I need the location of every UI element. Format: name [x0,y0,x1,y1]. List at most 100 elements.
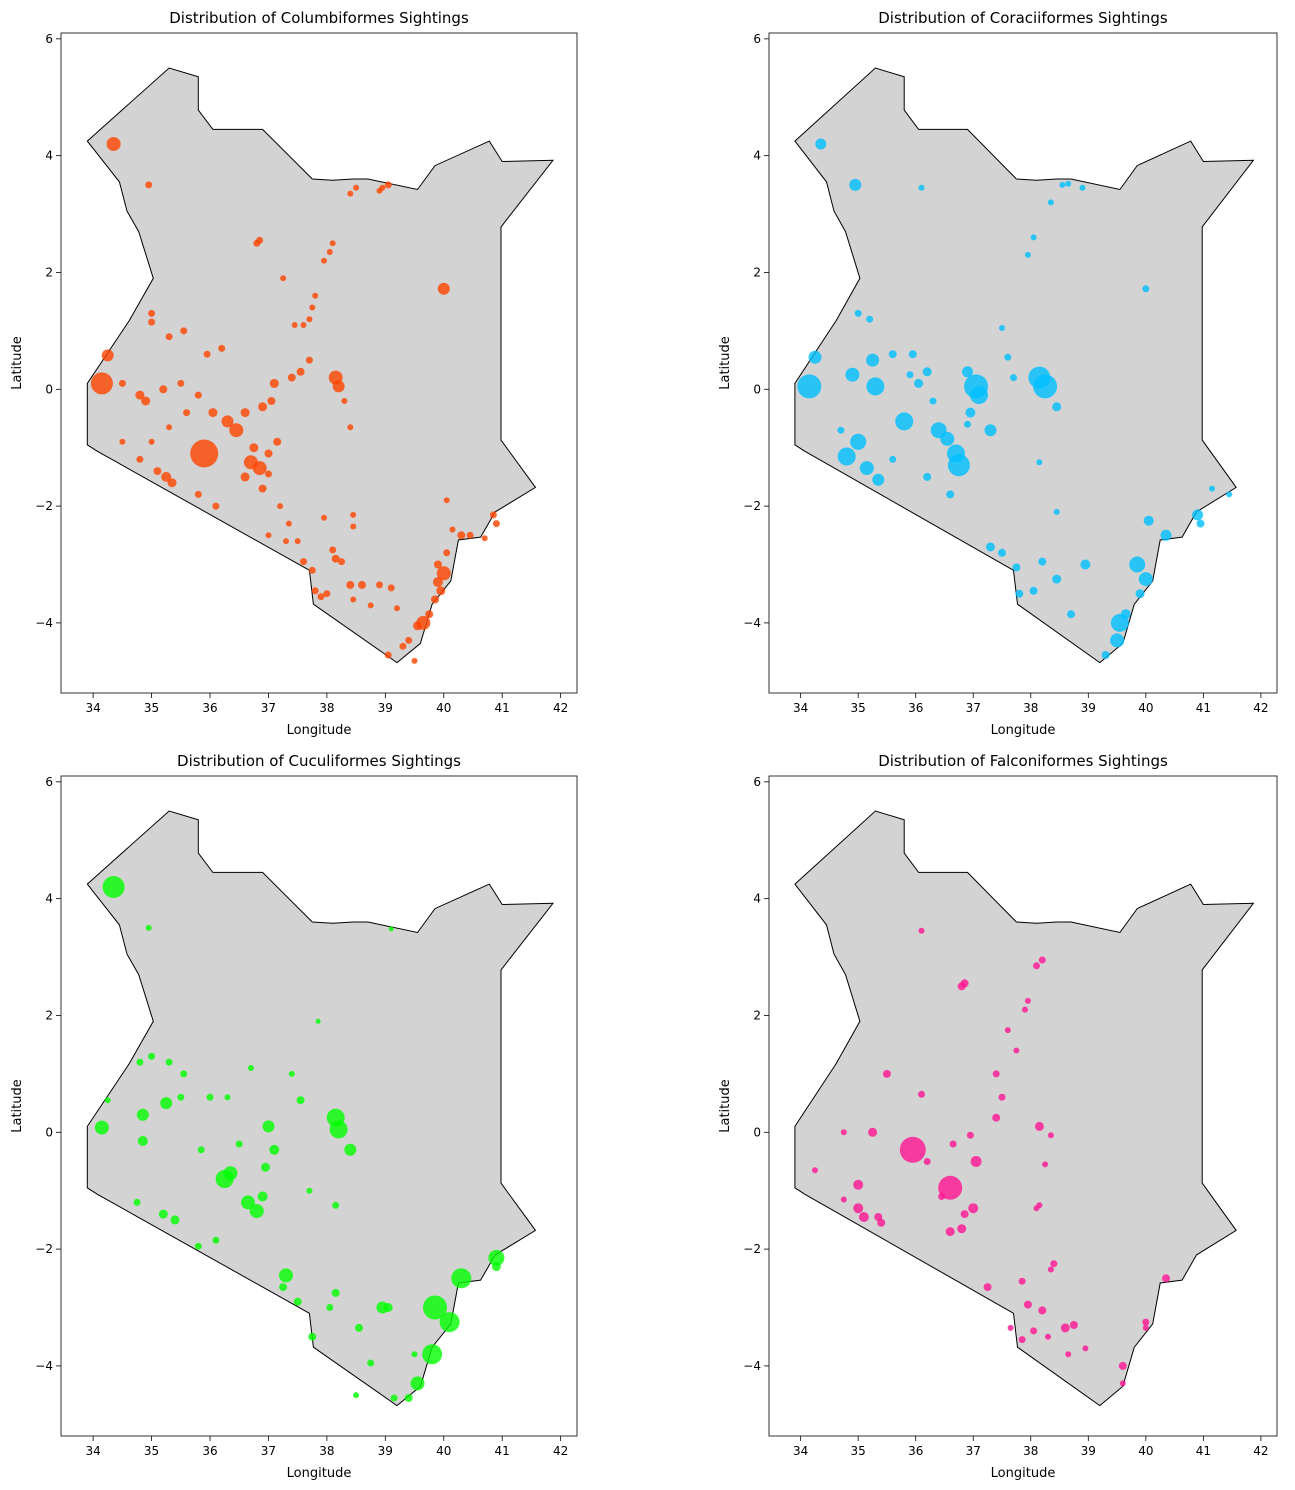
sighting-point [148,318,156,326]
sighting-point [296,1096,305,1105]
chart-panel-3: Distribution of Cuculiformes Sightings 34… [10,752,578,1481]
sighting-point [240,408,250,418]
sighting-point [423,1295,447,1320]
sighting-point [1142,1324,1149,1331]
sighting-point [288,1070,295,1077]
sighting-point [287,373,296,382]
sighting-point [1135,589,1145,599]
sighting-point [283,538,289,545]
sighting-point [338,558,345,566]
sighting-point [1192,509,1204,521]
x-tick-label: 34 [85,701,100,715]
sighting-point [367,602,374,609]
sighting-point [148,1052,156,1060]
sighting-point [160,1097,173,1110]
y-tick-label: 4 [45,149,53,163]
sighting-point [1033,374,1058,399]
sighting-point [443,549,451,557]
x-tick-label: 34 [793,701,808,715]
sighting-point [866,315,874,323]
sighting-point [918,184,925,191]
sighting-point [1065,1351,1072,1358]
x-tick-label: 35 [851,1444,866,1458]
sighting-point [986,542,995,552]
x-tick-label: 38 [1023,701,1038,715]
sighting-point [305,356,313,364]
sighting-point [265,470,272,478]
x-tick-label: 39 [378,1444,393,1458]
sighting-point [859,461,874,476]
sighting-point [432,577,443,587]
y-tick-label: 4 [753,149,761,163]
x-tick-label: 39 [1081,701,1096,715]
sighting-point [466,531,474,539]
sighting-point [212,502,220,510]
chart-title: Distribution of Falconiformes Sightings [878,752,1168,770]
sighting-point [350,523,357,530]
x-tick-label: 34 [85,1444,100,1458]
sighting-point [970,386,988,405]
sighting-point [854,309,862,317]
y-tick-label: 0 [753,1125,761,1139]
sighting-point [1024,997,1031,1004]
sighting-point [148,309,156,317]
sighting-point [849,178,862,191]
sighting-point [280,275,287,282]
sighting-point [1012,563,1021,572]
sighting-point [177,379,185,387]
x-tick-label: 36 [202,701,217,715]
sighting-point [964,420,971,428]
sighting-point [899,1136,926,1163]
sighting-point [877,1218,886,1227]
sighting-point [1118,1361,1127,1370]
y-tick-label: −4 [743,616,761,630]
y-axis-label: Latitude [10,1079,25,1133]
sighting-point [326,1304,334,1311]
y-tick-label: 6 [45,775,53,789]
chart-title: Distribution of Cuculiformes Sightings [177,752,461,770]
sighting-point [329,1120,348,1139]
sighting-point [300,322,307,328]
sighting-point [1052,574,1062,584]
sighting-point [1080,559,1091,570]
sighting-point [1004,1027,1011,1034]
x-tick-label: 42 [553,701,568,715]
y-tick-label: 4 [753,892,761,906]
sighting-point [489,511,497,519]
sighting-point [1060,1323,1070,1333]
sighting-point [133,1198,141,1206]
x-tick-label: 41 [495,1444,510,1458]
sighting-point [949,1140,957,1148]
sighting-point [491,1262,501,1272]
sighting-point [321,514,327,521]
sighting-point [968,1203,979,1214]
sighting-point [267,397,276,405]
sighting-point [167,478,177,488]
sighting-point [390,1394,398,1402]
sighting-point [269,1144,280,1155]
sighting-point [165,1058,173,1066]
sighting-point [376,581,383,589]
sighting-point [962,366,973,378]
sighting-point [177,1093,185,1101]
x-tick-label: 39 [378,701,393,715]
sighting-point [918,1090,925,1098]
sighting-point [410,1376,425,1391]
sighting-point [889,455,897,463]
sighting-point [1007,1324,1014,1331]
sighting-point [966,1131,974,1139]
sighting-point [422,1344,443,1365]
sighting-point [451,1268,472,1289]
sighting-point [376,187,383,194]
y-tick-label: 6 [753,32,761,46]
sighting-point [436,586,446,596]
sighting-point [853,1179,864,1190]
sighting-point [998,548,1006,557]
sighting-point [104,1097,111,1104]
x-tick-label: 36 [908,701,923,715]
sighting-point [119,438,126,445]
axes-frame [768,32,1278,694]
sighting-point [223,1166,238,1181]
sighting-point [285,520,292,527]
